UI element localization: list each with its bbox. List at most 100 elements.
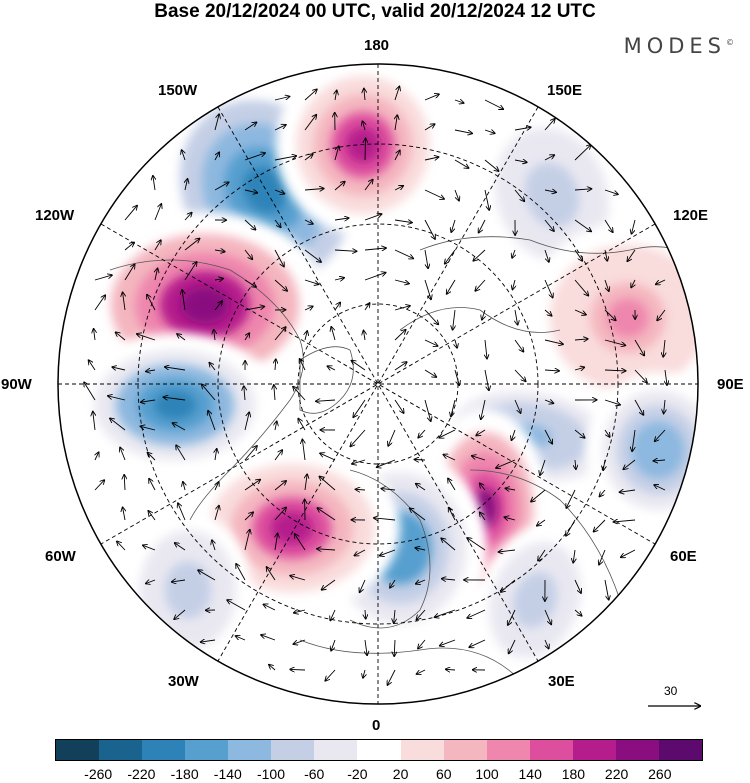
- wind-vector: [334, 278, 344, 280]
- lon-label-150w: 150W: [158, 82, 198, 99]
- wind-vector: [447, 279, 456, 294]
- wind-vector: [244, 279, 256, 287]
- wind-vector: [350, 429, 366, 446]
- wind-vector: [657, 309, 666, 320]
- wind-vector: [451, 219, 456, 232]
- lon-label-0: 0: [372, 717, 381, 734]
- wind-vector: [665, 369, 667, 385]
- wind-vector: [655, 429, 666, 441]
- colorbar-swatch: [271, 740, 315, 760]
- wind-vector: [153, 176, 155, 191]
- colorbar-tick-label: -220: [127, 766, 156, 782]
- wind-vector: [448, 479, 456, 491]
- wind-vector: [364, 248, 386, 250]
- wind-vector: [215, 482, 219, 491]
- wind-vector: [424, 94, 439, 101]
- wind-vector: [479, 219, 486, 233]
- wind-vector: [364, 303, 370, 311]
- wind-vector: [149, 479, 156, 491]
- colorbar-tick-label: -140: [213, 766, 242, 782]
- wind-vector: [455, 339, 457, 348]
- wind-vector: [148, 453, 156, 461]
- wind-vector: [304, 220, 313, 224]
- wind-vector: [439, 429, 456, 438]
- wind-vector: [304, 189, 324, 191]
- wind-vector: [290, 669, 306, 670]
- wind-vector: [467, 609, 486, 618]
- wind-vector: [573, 549, 575, 563]
- wind-vector: [604, 219, 613, 232]
- wind-vector: [353, 399, 366, 417]
- wind-vector: [574, 579, 581, 593]
- wind-vector: [496, 459, 516, 468]
- wind-vector: [274, 385, 275, 401]
- wind-vector: [574, 367, 584, 370]
- brand-mark: ©: [726, 38, 734, 47]
- wind-vector: [334, 250, 357, 251]
- wind-vector: [322, 579, 336, 590]
- wind-vector: [117, 541, 126, 551]
- wind-vector: [484, 99, 503, 109]
- wind-vector: [269, 665, 276, 671]
- wind-vector: [394, 87, 399, 101]
- wind-vector: [475, 279, 486, 291]
- wind-vector: [214, 152, 219, 161]
- wind-vector: [124, 475, 125, 491]
- wind-vector: [394, 609, 395, 623]
- wind-vector: [198, 570, 216, 581]
- colorbar-swatch: [56, 740, 100, 760]
- wind-vector: [604, 399, 620, 405]
- wind-vector: [574, 339, 588, 340]
- wind-vector: [363, 121, 366, 131]
- wind-vector: [316, 400, 336, 401]
- wind-vector: [94, 329, 95, 341]
- wind-vector: [394, 279, 409, 284]
- colorbar-swatch: [486, 740, 530, 760]
- brand-logo: MODES©: [624, 34, 734, 58]
- wind-vector: [394, 249, 413, 258]
- wind-vector: [544, 190, 556, 192]
- wind-vector: [473, 249, 486, 261]
- wind-vector: [449, 508, 456, 521]
- colorbar-tick-label: -60: [304, 766, 325, 782]
- wind-vector: [388, 669, 396, 685]
- wind-vector: [599, 549, 606, 565]
- wind-vector: [364, 273, 386, 281]
- wind-vector: [364, 331, 366, 341]
- wind-vector: [352, 459, 366, 464]
- wind-vector: [605, 249, 607, 261]
- colorbar-tick-label: 100: [475, 766, 499, 782]
- wind-vector: [274, 450, 282, 461]
- wind-vector: [377, 459, 396, 467]
- wind-vector: [244, 153, 265, 161]
- wind-vector: [424, 309, 438, 324]
- wind-vector: [364, 89, 365, 101]
- wind-vector: [544, 400, 553, 403]
- wind-vector: [244, 386, 245, 401]
- wind-vector: [305, 474, 307, 491]
- wind-vector: [410, 508, 426, 521]
- wind-vector: [356, 489, 366, 490]
- wind-vector: [227, 600, 246, 611]
- wind-vector: [484, 189, 489, 210]
- wind-vector: [214, 182, 229, 191]
- wind-vector: [175, 543, 186, 551]
- wind-vector: [512, 429, 516, 440]
- wind-vector: [451, 399, 456, 416]
- wind-vector: [424, 249, 428, 268]
- wind-vector: [363, 669, 365, 678]
- wind-vector: [328, 366, 336, 370]
- wind-vector: [202, 384, 216, 401]
- colorbar-swatch: [99, 740, 143, 760]
- wind-vector: [469, 639, 486, 647]
- wind-vector: [544, 429, 552, 444]
- wind-vector: [509, 639, 516, 653]
- colorbar-swatch: [400, 740, 444, 760]
- wind-vector: [123, 507, 125, 521]
- wind-vector: [184, 239, 200, 251]
- wind-vector: [317, 508, 336, 521]
- wind-vector: [594, 519, 606, 532]
- wind-vector: [304, 115, 316, 131]
- wind-vector: [89, 360, 96, 371]
- wind-vector: [244, 512, 253, 521]
